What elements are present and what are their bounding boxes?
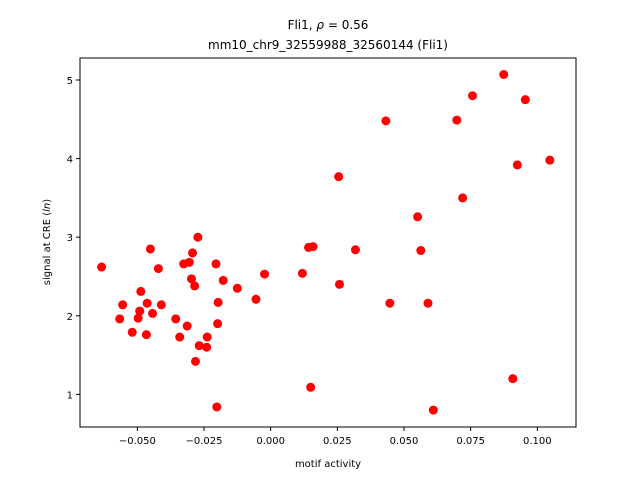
data-point-23 bbox=[194, 341, 204, 351]
data-point-13 bbox=[171, 314, 181, 324]
y-tick-label-1: 2 bbox=[67, 312, 73, 323]
data-points bbox=[97, 70, 555, 415]
x-axis-ticks: −0.050 −0.025 0.000 0.025 0.050 0.075 0.100 bbox=[119, 427, 552, 447]
x-tick-label-3: 0.025 bbox=[323, 436, 352, 447]
chart-title-line2: mm10_chr9_32559988_32560144 (Fli1) bbox=[208, 38, 448, 52]
data-point-30 bbox=[218, 275, 228, 285]
data-point-48 bbox=[458, 193, 468, 203]
data-point-9 bbox=[145, 244, 155, 254]
data-point-34 bbox=[297, 268, 307, 278]
data-point-16 bbox=[182, 321, 192, 331]
data-point-52 bbox=[512, 160, 522, 170]
data-point-29 bbox=[213, 297, 223, 307]
y-tick-label-0: 1 bbox=[67, 390, 73, 401]
data-point-7 bbox=[141, 330, 151, 340]
data-point-45 bbox=[423, 298, 433, 308]
data-point-50 bbox=[499, 70, 509, 79]
data-point-18 bbox=[186, 274, 196, 284]
data-point-17 bbox=[184, 257, 194, 267]
x-tick-label-0: −0.050 bbox=[119, 436, 156, 447]
data-point-40 bbox=[350, 245, 360, 255]
x-axis-label: motif activity bbox=[295, 459, 361, 470]
data-point-41 bbox=[381, 116, 391, 126]
data-point-27 bbox=[212, 402, 222, 412]
y-tick-label-2: 3 bbox=[67, 233, 73, 244]
data-point-10 bbox=[148, 308, 158, 318]
data-point-53 bbox=[520, 95, 530, 105]
x-tick-label-1: −0.025 bbox=[185, 436, 222, 447]
data-point-44 bbox=[416, 246, 426, 256]
data-point-0 bbox=[97, 262, 107, 272]
data-point-51 bbox=[508, 374, 518, 384]
axes-frame bbox=[79, 57, 577, 428]
data-point-8 bbox=[142, 298, 152, 308]
data-point-47 bbox=[452, 115, 462, 125]
data-point-42 bbox=[385, 298, 395, 308]
y-axis-label: signal at CRE (ln) bbox=[42, 199, 53, 285]
data-point-12 bbox=[156, 300, 166, 310]
data-point-4 bbox=[133, 313, 143, 323]
chart-title-line1: Fli1, ρ = 0.56 bbox=[288, 18, 369, 32]
data-point-1 bbox=[115, 314, 125, 324]
data-point-14 bbox=[175, 332, 185, 342]
data-point-43 bbox=[413, 212, 423, 222]
data-point-3 bbox=[127, 327, 137, 337]
data-point-11 bbox=[153, 264, 163, 274]
data-point-19 bbox=[188, 248, 198, 258]
data-point-24 bbox=[202, 342, 212, 352]
y-axis-ticks: 1 2 3 4 5 bbox=[67, 76, 80, 401]
data-point-20 bbox=[190, 281, 200, 291]
x-tick-label-2: 0.000 bbox=[256, 436, 285, 447]
x-tick-label-6: 0.100 bbox=[523, 436, 552, 447]
data-point-25 bbox=[202, 332, 212, 342]
data-point-28 bbox=[213, 319, 223, 329]
data-point-46 bbox=[428, 405, 438, 415]
data-point-5 bbox=[135, 306, 145, 316]
data-point-49 bbox=[468, 91, 478, 101]
x-tick-label-4: 0.050 bbox=[390, 436, 419, 447]
y-tick-label-4: 5 bbox=[67, 76, 73, 87]
data-point-37 bbox=[308, 242, 318, 252]
y-tick-label-3: 4 bbox=[67, 155, 73, 166]
data-point-31 bbox=[232, 283, 242, 293]
data-point-36 bbox=[306, 382, 316, 392]
data-point-38 bbox=[334, 172, 344, 182]
data-point-2 bbox=[118, 300, 128, 310]
data-point-21 bbox=[190, 356, 200, 366]
data-point-54 bbox=[545, 155, 555, 165]
data-point-26 bbox=[211, 259, 221, 269]
data-point-6 bbox=[136, 286, 146, 296]
x-tick-label-5: 0.075 bbox=[456, 436, 485, 447]
data-point-32 bbox=[251, 294, 261, 304]
data-point-22 bbox=[193, 232, 203, 242]
data-point-33 bbox=[260, 269, 270, 279]
data-point-39 bbox=[334, 279, 344, 289]
